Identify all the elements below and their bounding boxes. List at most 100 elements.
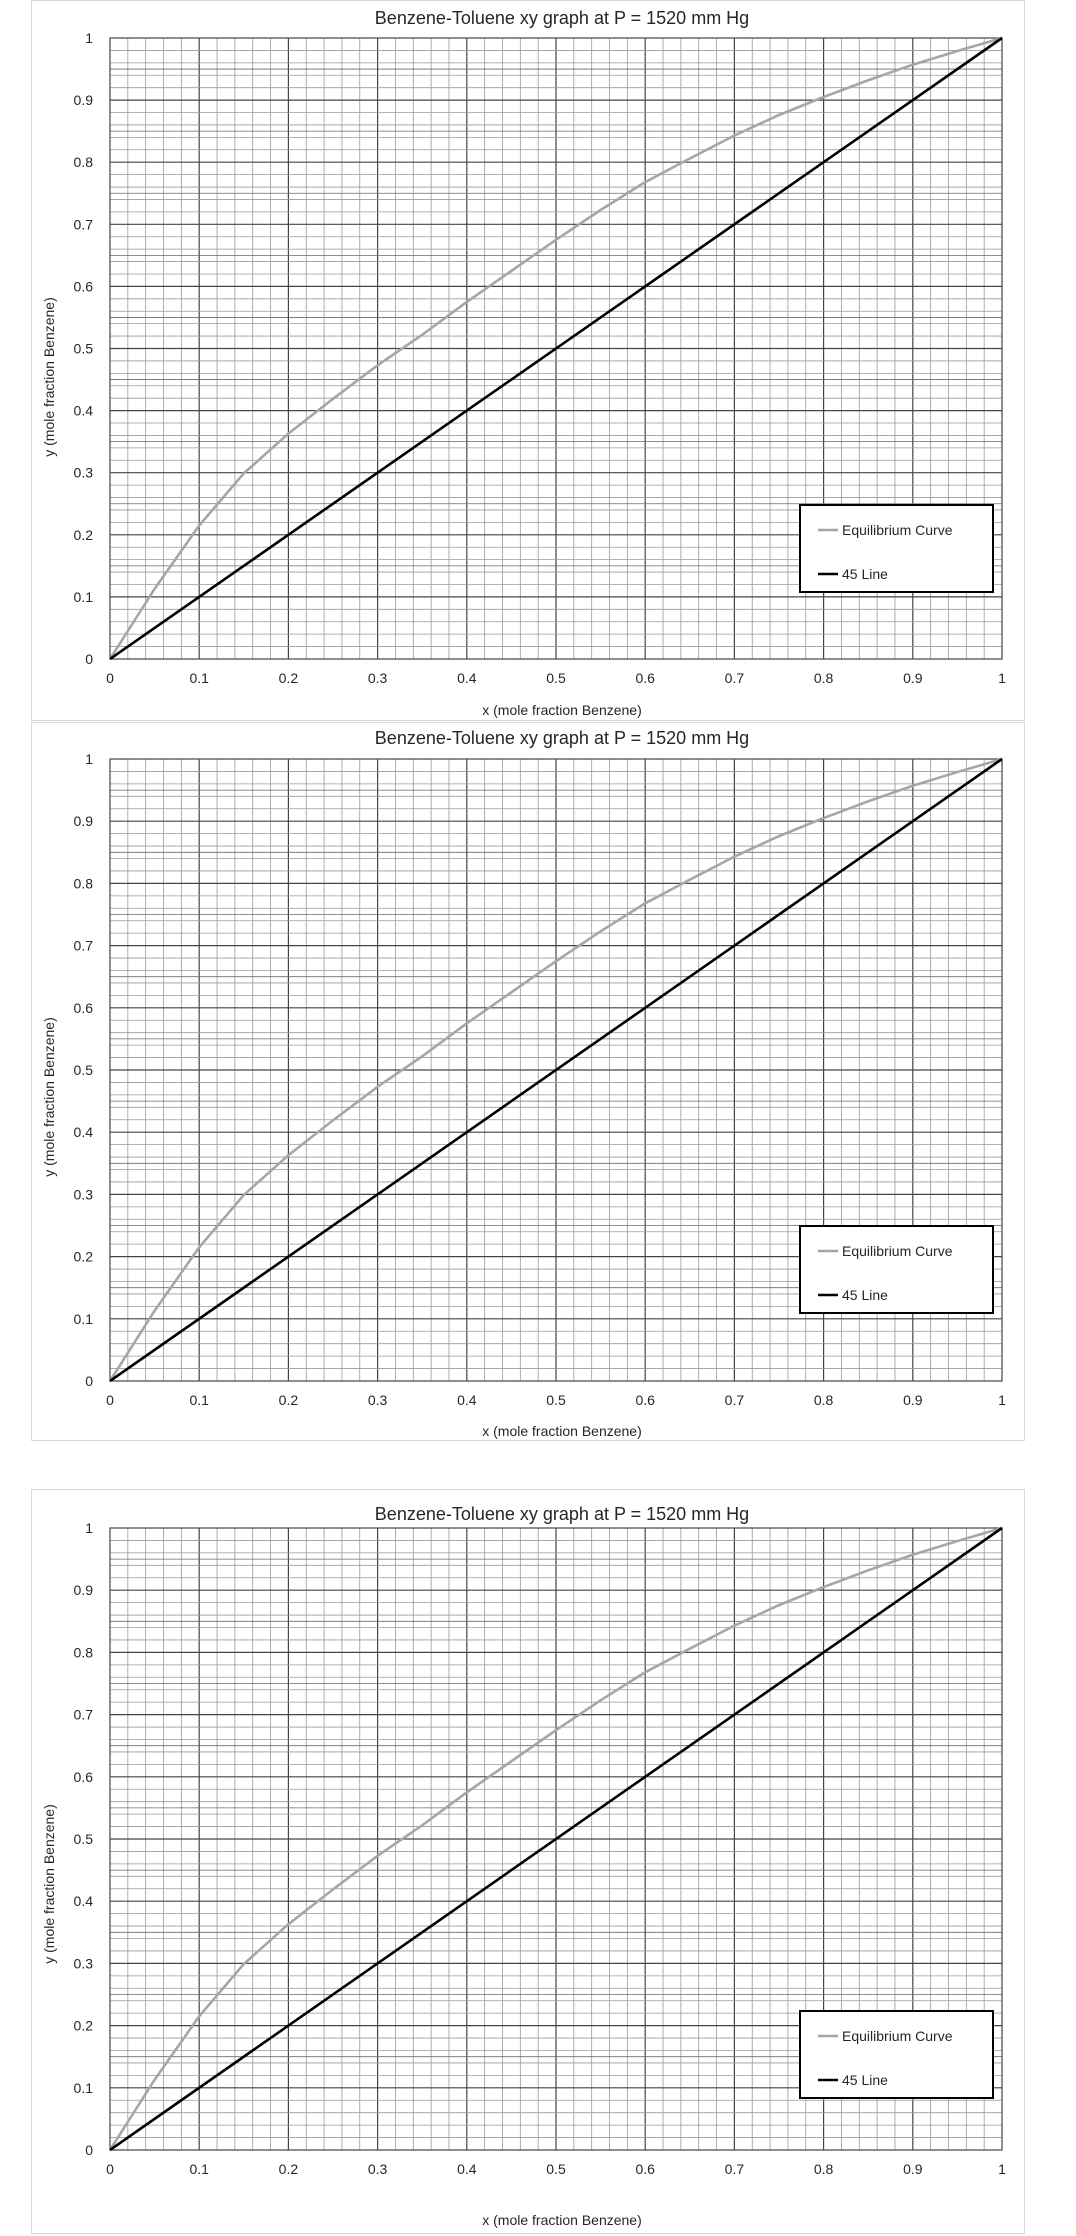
y-tick-labels: 0 0.1 0.2 0.3 0.4 0.5 0.6 0.7 0.8 0.9 1 [74,751,94,1389]
x-tick-label: 0.4 [457,2161,477,2177]
y-tick-label: 0.2 [74,2018,94,2034]
x-tick-labels: 0 0.1 0.2 0.3 0.4 0.5 0.6 0.7 0.8 0.9 1 [106,670,1006,686]
x-tick-label: 0.9 [903,2161,923,2177]
x-tick-label: 0.2 [279,2161,299,2177]
x-tick-label: 0.4 [457,1392,477,1408]
x-axis-label: x (mole fraction Benzene) [482,702,642,718]
y-tick-label: 0.4 [74,1893,94,1909]
x-tick-label: 0.1 [189,2161,209,2177]
x-tick-label: 0.5 [546,1392,566,1408]
equilibrium-curve-line [108,36,1003,660]
legend-box [799,1225,994,1314]
y-tick-label: 0.6 [74,1000,94,1016]
legend: Equilibrium Curve 45 Line [799,504,994,593]
y-tick-label: 0.9 [74,813,94,829]
y-tick-label: 0 [85,651,93,667]
45-line [109,1526,1003,2152]
y-tick-label: 0.7 [74,1707,94,1723]
y-tick-label: 0.1 [74,1311,94,1327]
y-tick-label: 0.8 [74,1644,94,1660]
y-tick-label: 0.8 [74,875,94,891]
legend: Equilibrium Curve 45 Line [799,2010,994,2099]
x-tick-label: 0.2 [279,670,299,686]
equilibrium-curve-line [108,1526,1003,2151]
y-tick-labels: 0 0.1 0.2 0.3 0.4 0.5 0.6 0.7 0.8 0.9 1 [74,1520,94,2158]
x-tick-label: 0 [106,1392,114,1408]
chart-panel-1: Benzene-Toluene xy graph at P = 1520 mm … [0,0,1076,722]
y-tick-label: 0.1 [74,589,94,605]
x-tick-label: 0.7 [725,1392,745,1408]
y-tick-label: 0.5 [74,341,94,357]
y-tick-label: 0 [85,2142,93,2158]
chart-panel-3: Benzene-Toluene xy graph at P = 1520 mm … [0,1487,1076,2236]
45-line [109,757,1003,1383]
x-tick-label: 1 [998,2161,1006,2177]
y-tick-label: 0.1 [74,2080,94,2096]
y-tick-label: 0 [85,1373,93,1389]
chart-svg-1: Benzene-Toluene xy graph at P = 1520 mm … [31,0,1025,721]
y-tick-label: 0.5 [74,1831,94,1847]
45-line [109,36,1003,661]
chart-frame [31,1489,1025,2234]
x-tick-label: 1 [998,670,1006,686]
y-tick-label: 0.3 [74,1186,94,1202]
chart-panel-2: Benzene-Toluene xy graph at P = 1520 mm … [0,722,1076,1442]
y-axis-label: y (mole fraction Benzene) [41,1804,57,1964]
x-tick-label: 0.3 [368,670,388,686]
x-tick-label: 0.1 [189,670,209,686]
x-tick-labels: 0 0.1 0.2 0.3 0.4 0.5 0.6 0.7 0.8 0.9 1 [106,2161,1006,2177]
legend: Equilibrium Curve 45 Line [799,1225,994,1314]
x-tick-label: 0.1 [189,1392,209,1408]
x-tick-label: 1 [998,1392,1006,1408]
x-tick-label: 0.2 [279,1392,299,1408]
x-tick-label: 0.6 [635,2161,655,2177]
y-tick-label: 1 [85,30,93,46]
legend-label-equilibrium: Equilibrium Curve [842,2028,953,2044]
y-tick-label: 0.3 [74,1955,94,1971]
x-tick-label: 0.6 [635,1392,655,1408]
x-tick-label: 0.7 [725,670,745,686]
y-tick-label: 0.5 [74,1062,94,1078]
x-tick-label: 0.5 [546,2161,566,2177]
y-tick-label: 0.9 [74,92,94,108]
x-tick-label: 0.8 [814,670,834,686]
x-tick-label: 0 [106,2161,114,2177]
y-tick-label: 0.2 [74,527,94,543]
y-tick-label: 0.7 [74,216,94,232]
x-tick-label: 0.6 [635,670,655,686]
y-axis-label: y (mole fraction Benzene) [41,1017,57,1177]
legend-label-45-line: 45 Line [842,2072,888,2088]
legend-label-45-line: 45 Line [842,1287,888,1303]
legend-label-45-line: 45 Line [842,566,888,582]
y-tick-label: 0.2 [74,1249,94,1265]
x-axis-label: x (mole fraction Benzene) [482,1423,642,1439]
legend-box [799,2010,994,2099]
y-tick-label: 0.9 [74,1582,94,1598]
y-tick-label: 0.6 [74,278,94,294]
plot-area-border [109,1527,1003,2151]
y-tick-label: 0.8 [74,154,94,170]
chart-title: Benzene-Toluene xy graph at P = 1520 mm … [375,728,749,748]
chart-svg-3: Benzene-Toluene xy graph at P = 1520 mm … [31,1489,1025,2234]
plot-area-border [109,37,1003,660]
x-tick-label: 0.3 [368,2161,388,2177]
x-tick-label: 0.9 [903,1392,923,1408]
chart-frame [31,0,1025,721]
chart-title: Benzene-Toluene xy graph at P = 1520 mm … [375,1504,749,1524]
x-tick-label: 0.5 [546,670,566,686]
x-tick-label: 0.8 [814,2161,834,2177]
x-axis-label: x (mole fraction Benzene) [482,2212,642,2228]
x-tick-label: 0.8 [814,1392,834,1408]
x-tick-label: 0.9 [903,670,923,686]
plot-area-border [109,758,1003,1382]
y-tick-label: 0.4 [74,1124,94,1140]
y-tick-label: 0.3 [74,465,94,481]
legend-label-equilibrium: Equilibrium Curve [842,522,953,538]
legend-label-equilibrium: Equilibrium Curve [842,1243,953,1259]
x-tick-label: 0.4 [457,670,477,686]
x-tick-label: 0.3 [368,1392,388,1408]
y-tick-labels: 0 0.1 0.2 0.3 0.4 0.5 0.6 0.7 0.8 0.9 1 [74,30,94,667]
chart-svg-2: Benzene-Toluene xy graph at P = 1520 mm … [31,722,1025,1441]
series-layer [108,36,1003,661]
equilibrium-curve-line [108,757,1003,1382]
